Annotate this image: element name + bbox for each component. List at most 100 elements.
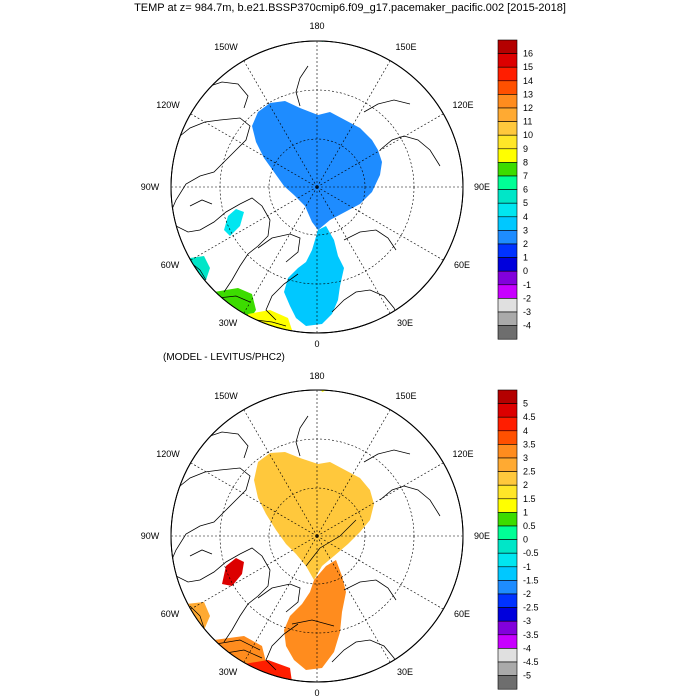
top-colorbar-tick-label: 8: [523, 157, 528, 167]
bottom-colorbar-tick-label: 4.5: [523, 412, 536, 422]
bottom-lon-150w: 150W: [214, 391, 238, 401]
top-colorbar-swatch: [497, 66, 518, 82]
top-polar-map: 180 150W 150E 120W 120E 90W 90E 60W 60E …: [141, 21, 490, 349]
top-colorbar-tick-label: 7: [523, 171, 528, 181]
top-colorbar-tick-label: -4: [523, 321, 531, 331]
bottom-lon-60w: 60W: [161, 609, 180, 619]
top-colorbar-swatch: [497, 107, 518, 122]
top-colorbar-tick-label: 10: [523, 130, 533, 140]
top-field-baffin-patch: [224, 209, 244, 236]
bottom-colorbar-swatch: [497, 498, 518, 513]
top-field-north-pacific: [318, 41, 332, 42]
top-colorbar-tick-label: -1: [523, 280, 531, 290]
bottom-colorbar-tick-label: 1.5: [523, 494, 536, 504]
top-colorbar-tick-label: -2: [523, 293, 531, 303]
bottom-lon-90e: 90E: [474, 531, 490, 541]
bottom-colorbar-swatch: [497, 675, 518, 690]
bottom-lon-150e: 150E: [395, 391, 416, 401]
bottom-colorbar-tick-label: -1.5: [523, 575, 539, 585]
top-lon-30w: 30W: [219, 318, 238, 328]
bottom-colorbar-swatch: [497, 580, 518, 595]
bottom-colorbar-swatch: [497, 430, 518, 445]
bottom-lon-120w: 120W: [156, 449, 180, 459]
bottom-colorbar-swatch: [497, 566, 518, 581]
bottom-lon-180: 180: [309, 371, 324, 381]
bottom-colorbar-tick-label: -1: [523, 562, 531, 572]
top-colorbar-swatch: [497, 175, 518, 190]
top-lon-150w: 150W: [214, 42, 238, 52]
top-colorbar-swatch: [497, 325, 518, 340]
bottom-lon-120e: 120E: [452, 449, 473, 459]
top-lon-150e: 150E: [395, 42, 416, 52]
top-lon-90e: 90E: [474, 182, 490, 192]
top-colorbar-swatch: [497, 53, 518, 68]
bottom-colorbar-tick-label: -5: [523, 671, 531, 681]
bottom-colorbar-tick-label: 0.5: [523, 521, 536, 531]
bottom-colorbar-swatch: [497, 416, 518, 432]
bottom-colorbar-swatch: [497, 593, 518, 608]
bottom-colorbar-tick-label: 1: [523, 507, 528, 517]
top-field-atlantic-inflow: [284, 226, 344, 326]
bottom-colorbar-swatch: [497, 525, 518, 540]
top-colorbar-swatch: [497, 121, 518, 136]
bottom-lon-0: 0: [314, 688, 319, 698]
top-lon-30e: 30E: [397, 318, 413, 328]
bottom-colorbar-swatch: [497, 607, 518, 622]
top-colorbar-swatch: [497, 284, 518, 299]
bottom-colorbar-swatch: [497, 457, 518, 472]
top-lon-0: 0: [314, 339, 319, 349]
top-lon-120w: 120W: [156, 100, 180, 110]
bottom-colorbar-swatch: [497, 403, 518, 418]
top-graticule: [171, 41, 463, 333]
top-colorbar-swatch: [497, 80, 518, 95]
bottom-colorbar-tick-label: -3: [523, 616, 531, 626]
top-colorbar-tick-label: 12: [523, 103, 533, 113]
bottom-colorbar-swatch: [497, 539, 518, 554]
top-colorbar-swatch: [497, 39, 518, 54]
bottom-colorbar-tick-label: 2.5: [523, 467, 536, 477]
top-colorbar-swatch: [497, 243, 518, 258]
top-colorbar-swatch: [497, 202, 518, 218]
top-colorbar-swatch: [497, 148, 518, 163]
top-colorbar-swatch: [497, 298, 518, 313]
top-colorbar-tick-label: -3: [523, 307, 531, 317]
top-colorbar-tick-label: 11: [523, 117, 532, 127]
bottom-colorbar-tick-label: 2: [523, 480, 528, 490]
top-lon-60e: 60E: [454, 260, 470, 270]
top-colorbar-swatch: [497, 134, 518, 150]
bottom-colorbar-swatch: [497, 389, 518, 404]
bottom-field-baffin-red: [222, 558, 244, 586]
bottom-colorbar-tick-label: 0: [523, 535, 528, 545]
top-colorbar-swatch: [497, 257, 518, 272]
top-lon-120e: 120E: [452, 100, 473, 110]
bottom-colorbar-swatch: [497, 484, 518, 500]
bottom-lon-30e: 30E: [397, 667, 413, 677]
top-colorbar-tick-label: 6: [523, 185, 528, 195]
bottom-colorbar-tick-label: 4: [523, 426, 528, 436]
plot-title: TEMP at z= 984.7m, b.e21.BSSP370cmip6.f0…: [134, 2, 566, 14]
top-colorbar-swatch: [497, 94, 518, 109]
top-colorbar-swatch: [497, 270, 518, 286]
bottom-colorbar-tick-label: -2: [523, 589, 531, 599]
top-colorbar-tick-label: 14: [523, 76, 533, 86]
top-colorbar-tick-label: 16: [523, 49, 533, 59]
top-colorbar-tick-label: 3: [523, 225, 528, 235]
bottom-colorbar-tick-label: -4.5: [523, 657, 539, 667]
bottom-colorbar-tick-label: -4: [523, 643, 531, 653]
diff-plot-title: (MODEL - LEVITUS/PHC2): [163, 352, 285, 363]
bottom-colorbar-tick-label: 3.5: [523, 439, 536, 449]
top-colorbar-tick-label: 13: [523, 89, 533, 99]
top-colorbar-swatch: [497, 216, 518, 231]
bottom-colorbar-tick-label: -2.5: [523, 603, 539, 613]
bottom-field-atlantic-inflow: [284, 560, 346, 670]
bottom-colorbar-tick-label: 3: [523, 453, 528, 463]
top-colorbar-tick-label: 2: [523, 239, 528, 249]
bottom-colorbar-swatch: [497, 512, 518, 527]
bottom-graticule: [171, 390, 463, 682]
bottom-polar-map: 180 150W 150E 120W 120E 90W 90E 60W 60E …: [141, 371, 490, 698]
top-colorbar-tick-label: 4: [523, 212, 528, 222]
bottom-colorbar-swatch: [497, 620, 518, 636]
top-colorbar-swatch: [497, 162, 518, 177]
bottom-colorbar-swatch: [497, 444, 518, 459]
